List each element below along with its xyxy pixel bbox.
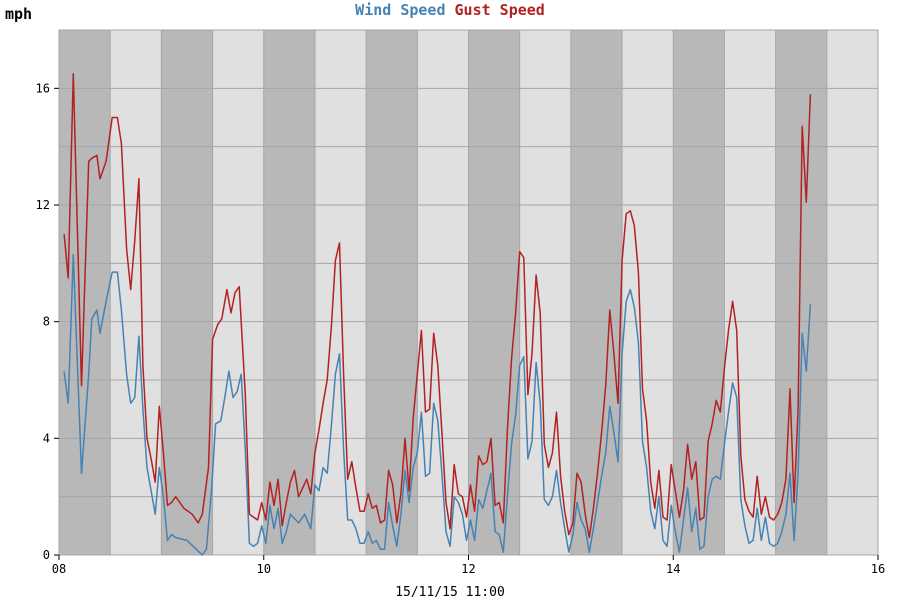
x-tick-label: 16: [871, 562, 885, 576]
gridlines: [59, 30, 878, 555]
y-axis-ticks: 0 4 8 12 16: [36, 81, 59, 562]
band-13: [724, 30, 776, 555]
y-tick-label: 16: [36, 81, 50, 95]
x-axis-label: 15/11/15 11:00: [395, 585, 505, 600]
x-tick-label: 12: [461, 562, 475, 576]
band-12: [673, 30, 725, 555]
y-tick-label: 4: [43, 431, 50, 445]
series-line-gust-speed: [63, 73, 812, 539]
series-line-wind-speed: [63, 253, 812, 556]
band-8: [468, 30, 520, 555]
band-3: [212, 30, 264, 555]
band-9: [519, 30, 571, 555]
band-7: [417, 30, 469, 555]
title-gust-speed: Gust Speed: [455, 1, 545, 19]
band-6: [366, 30, 418, 555]
band-14: [775, 30, 827, 555]
x-tick-label: 10: [257, 562, 271, 576]
band-15: [826, 30, 878, 555]
y-tick-label: 12: [36, 198, 50, 212]
x-tick-label: 08: [52, 562, 66, 576]
series-layer: [63, 73, 812, 556]
x-tick-label: 14: [666, 562, 680, 576]
y-axis-label: mph: [5, 5, 32, 23]
y-tick-label: 8: [43, 315, 50, 329]
chart-title: Wind Speed Gust Speed: [355, 1, 545, 19]
title-wind-speed: Wind Speed: [355, 1, 445, 19]
x-axis-ticks: 08 10 12 14 16: [52, 555, 885, 576]
band-10: [570, 30, 623, 555]
band-4: [263, 30, 315, 555]
y-tick-label: 0: [43, 548, 50, 562]
day-night-bands: [59, 30, 878, 555]
band-2: [161, 30, 213, 555]
